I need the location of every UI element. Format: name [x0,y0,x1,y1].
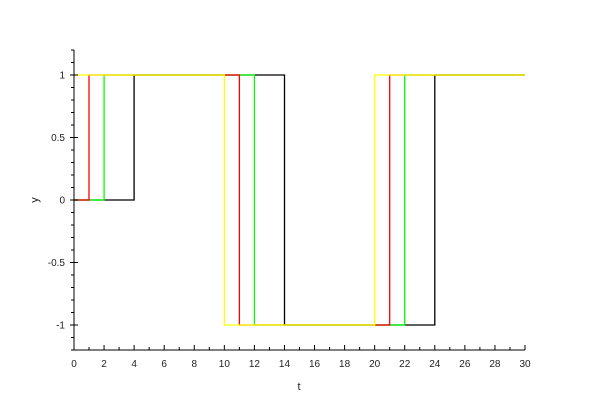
series-line-0 [74,74,525,326]
x-tick-label: 10 [219,359,231,370]
x-tick-label: 0 [71,359,77,370]
series-layer [74,74,525,326]
y-tick-label: 0 [59,196,65,207]
x-axis-label: t [297,381,300,393]
x-tick-label: 28 [489,359,501,370]
x-tick-label: 18 [339,359,351,370]
y-tick-label: 1 [59,71,65,82]
y-tick-label: 0.5 [51,133,65,144]
y-axis-label: y [29,197,41,203]
x-tick-label: 22 [399,359,411,370]
y-tick-label: -1 [56,321,65,332]
x-tick-label: 2 [101,359,107,370]
x-tick-label: 14 [279,359,291,370]
axes: 0 2 4 6 8 10 12 14 16 18 20 22 24 26 28 30-1-0.500.51 [48,49,531,370]
x-tick-label: 30 [519,359,531,370]
series-line-2 [74,74,525,326]
x-tick-label: 12 [249,359,261,370]
x-tick-label: 4 [131,359,137,370]
x-tick-label: 6 [161,359,167,370]
x-tick-label: 16 [309,359,321,370]
x-tick-label: 8 [191,359,197,370]
x-tick-label: 20 [369,359,381,370]
series-line-3 [74,74,525,326]
x-tick-label: 26 [459,359,471,370]
y-tick-label: -0.5 [48,258,66,269]
series-line-1 [74,74,525,326]
x-tick-label: 24 [429,359,441,370]
